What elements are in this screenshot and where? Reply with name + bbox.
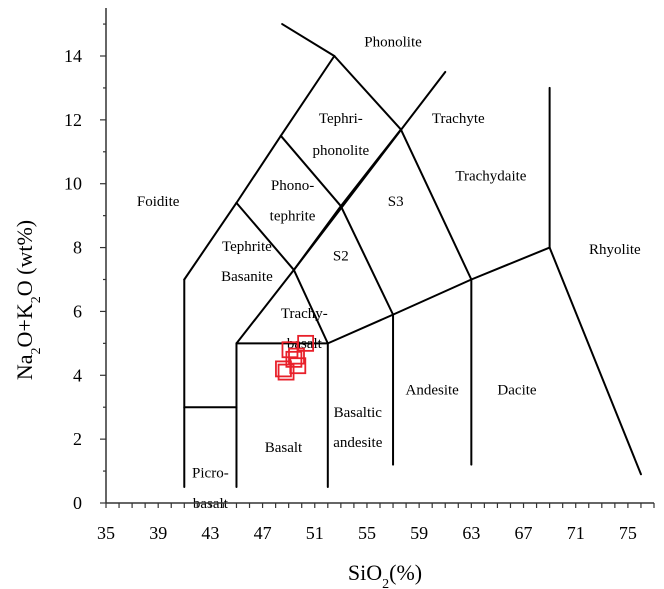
data-point <box>289 357 307 375</box>
y-tick-label: 8 <box>73 238 82 258</box>
field-label-line: Rhyolite <box>589 242 641 258</box>
y-tick-label: 14 <box>64 46 82 66</box>
field-label-line: Trachy- <box>281 306 328 322</box>
data-point <box>288 347 305 365</box>
data-point <box>297 334 315 352</box>
x-tick-label: 71 <box>567 523 585 543</box>
x-tick-label: 35 <box>97 523 115 543</box>
y-tick-label: 4 <box>73 365 82 385</box>
x-tick-label: 51 <box>306 523 324 543</box>
x-tick-label: 75 <box>619 523 637 543</box>
field-label: Basaltic andesite <box>333 405 382 451</box>
y-tick-label: 12 <box>64 110 82 130</box>
field-boundary-line <box>292 70 447 271</box>
field-label-line: Dacite <box>497 382 536 398</box>
data-point <box>285 350 303 368</box>
field-boundary-line <box>279 134 342 208</box>
field-label: Dacite <box>497 382 536 398</box>
title-text: O (wt%) <box>12 220 37 296</box>
field-label-line: Trachydaite <box>455 169 526 185</box>
field-label: Phonolite <box>364 34 422 50</box>
field-label-line: Picro- <box>192 465 229 481</box>
x-tick-label: 47 <box>254 523 272 543</box>
field-boundaries <box>183 23 642 489</box>
x-tick-label: 55 <box>358 523 376 543</box>
subscript: 2 <box>382 577 389 589</box>
x-ticks: 35 39 43 47 51 55 59 63 67 71 75 <box>97 503 655 543</box>
field-label-line: Andesite <box>406 382 460 398</box>
x-tick-label: 67 <box>515 523 533 543</box>
subscript: 2 <box>29 347 44 354</box>
field-labels: Phonolite Tephri-phonolite Trachyte Foidite… <box>137 34 641 511</box>
y-tick-label: 0 <box>73 493 82 513</box>
axes <box>105 8 654 504</box>
x-tick-label: 59 <box>410 523 428 543</box>
field-label: Tephrite Basanite <box>221 239 273 285</box>
title-text: O+K <box>12 303 37 347</box>
x-tick-label: 39 <box>149 523 167 543</box>
y-tick-label: 2 <box>73 429 82 449</box>
field-boundary-line <box>548 246 642 476</box>
field-label: Rhyolite <box>589 242 641 258</box>
field-boundary-line <box>183 201 238 281</box>
y-ticks: 0 2 4 6 8 10 12 14 <box>64 23 106 513</box>
title-text: Na <box>12 354 37 380</box>
field-boundary-line <box>235 201 295 271</box>
field-label-line: Basanite <box>221 269 273 285</box>
field-label-line: tephrite <box>270 208 316 224</box>
y-axis-title: Na2O+K2O (wt%) <box>12 220 44 380</box>
field-label-line: andesite <box>333 435 382 451</box>
x-tick-label: 43 <box>201 523 219 543</box>
field-boundary-line <box>399 128 473 281</box>
subscript: 2 <box>29 296 44 303</box>
field-label: S3 <box>388 194 404 210</box>
title-text: SiO <box>348 560 382 585</box>
field-boundary-line <box>326 313 395 345</box>
field-boundary-line <box>279 55 336 137</box>
field-label: S2 <box>333 248 349 264</box>
field-label-line: phonolite <box>313 143 370 159</box>
data-points <box>275 334 315 381</box>
title-text: (%) <box>389 560 422 585</box>
field-label-line: S3 <box>388 194 404 210</box>
field-label-line: Trachyte <box>432 111 485 127</box>
field-label-line: Tephrite <box>222 239 272 255</box>
field-label: Trachydaite <box>455 169 526 185</box>
field-boundary-line <box>235 268 295 345</box>
field-boundary-line <box>292 268 329 345</box>
x-axis-title: SiO2(%) <box>348 560 422 589</box>
field-label: Tephri-phonolite <box>313 111 370 159</box>
field-label: Foidite <box>137 194 180 210</box>
field-label: Trachyte <box>432 111 485 127</box>
field-label-line: S2 <box>333 248 349 264</box>
x-tick-label: 63 <box>462 523 480 543</box>
field-boundary-line <box>333 55 402 131</box>
field-boundary-line <box>392 278 473 316</box>
field-label: Andesite <box>406 382 460 398</box>
field-boundary-line <box>235 134 282 204</box>
field-boundary-line <box>339 205 395 316</box>
field-label-line: Basalt <box>265 440 303 456</box>
field-label: Basalt <box>265 440 303 456</box>
field-label-line: Phono- <box>271 178 314 194</box>
field-label-line: Tephri- <box>319 111 363 127</box>
field-boundary-line <box>281 23 336 57</box>
field-label-line: Phonolite <box>364 34 422 50</box>
field-label-line: Basaltic <box>334 405 383 421</box>
y-tick-label: 6 <box>73 301 82 321</box>
field-label: Phono-tephrite <box>270 178 316 224</box>
field-label-line: Foidite <box>137 194 180 210</box>
y-tick-label: 10 <box>64 174 82 194</box>
field-boundary-line <box>470 246 551 281</box>
